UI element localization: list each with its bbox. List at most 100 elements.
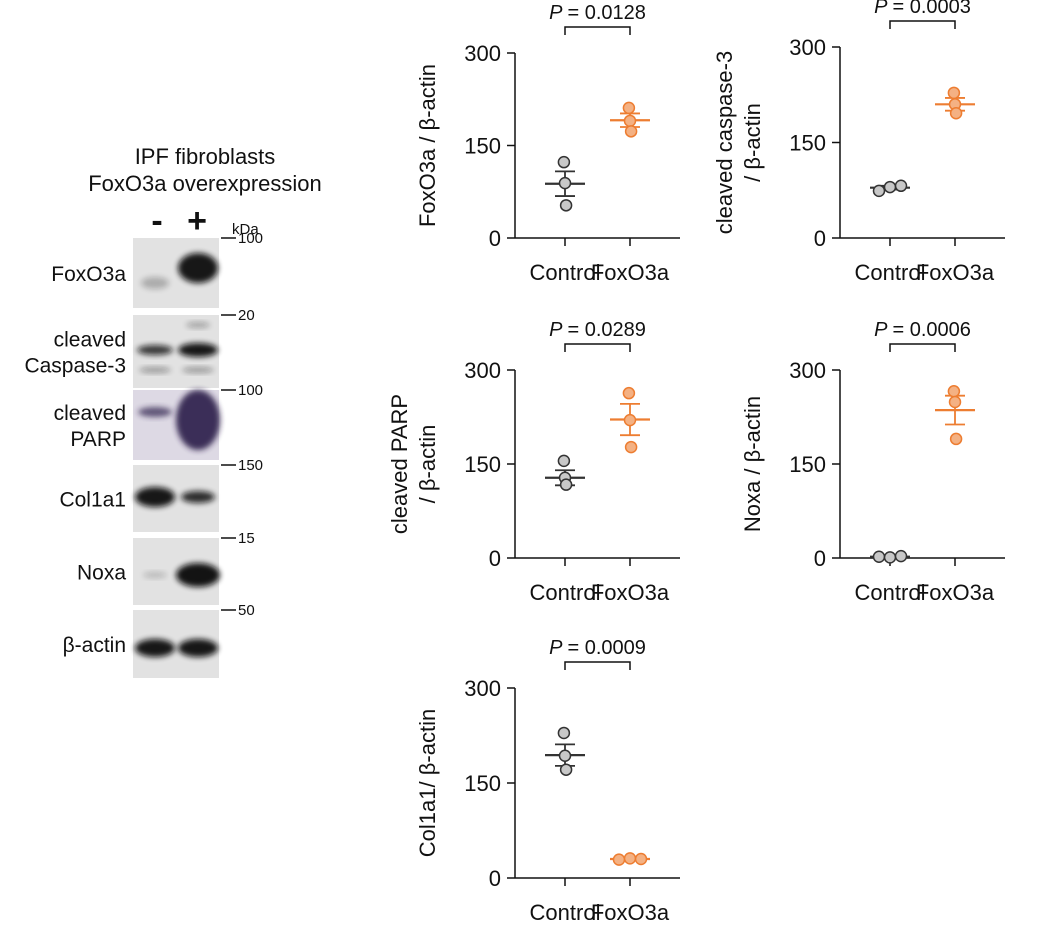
x-tick-label: FoxO3a: [916, 260, 995, 285]
significance-bracket: [889, 343, 956, 352]
data-point: [872, 550, 886, 563]
data-point: [557, 726, 571, 740]
y-tick-label: 0: [814, 546, 826, 571]
blot-band: [139, 367, 171, 373]
y-tick-label: 150: [789, 131, 826, 156]
p-symbol: P: [549, 2, 563, 24]
y-axis-label: cleaved PARP: [387, 394, 412, 534]
data-point: [622, 101, 636, 115]
marker-label: 100: [238, 230, 263, 247]
x-tick-label: Control: [530, 900, 601, 925]
data-point: [624, 440, 638, 454]
y-axis-label: / β-actin: [740, 103, 765, 182]
y-tick-label: 0: [489, 226, 501, 251]
y-tick-label: 300: [464, 41, 501, 66]
data-point: [558, 176, 572, 190]
x-tick-label: FoxO3a: [916, 580, 995, 605]
y-tick-label: 0: [814, 226, 826, 251]
marker-label: 20: [238, 307, 255, 324]
unit-label: kDa: [232, 221, 259, 238]
protein-label: PARP: [70, 428, 126, 451]
protein-label: cleaved: [54, 329, 126, 352]
data-point: [947, 86, 961, 100]
data-point: [949, 432, 963, 446]
x-tick-label: FoxO3a: [591, 260, 670, 285]
y-axis-label: cleaved caspase-3: [712, 51, 737, 234]
p-value: P = 0.0128: [549, 2, 646, 24]
data-point: [558, 749, 572, 763]
blot-band: [181, 491, 215, 503]
protein-label: FoxO3a: [51, 263, 126, 286]
data-point: [622, 386, 636, 400]
marker-label: 15: [238, 530, 255, 547]
blot-band: [178, 639, 218, 657]
p-value: P = 0.0003: [874, 0, 971, 18]
blot-band: [176, 563, 220, 587]
significance-bracket: [889, 20, 956, 29]
data-point: [559, 199, 573, 212]
data-point: [947, 385, 961, 398]
y-tick-label: 150: [464, 452, 501, 477]
data-point: [949, 106, 963, 120]
data-point: [872, 184, 886, 198]
data-point: [894, 549, 908, 563]
x-tick-label: Control: [855, 260, 926, 285]
data-point: [894, 179, 908, 193]
y-axis-label: Noxa / β-actin: [740, 396, 765, 532]
blot-band: [182, 367, 214, 373]
p-text: = 0.0128: [567, 2, 645, 24]
protein-label: Col1a1: [59, 489, 126, 512]
data-point: [624, 125, 638, 138]
data-point: [559, 763, 573, 776]
p-symbol: P: [549, 637, 563, 659]
y-axis-label: Col1a1/ β-actin: [415, 709, 440, 857]
x-tick-label: FoxO3a: [591, 580, 670, 605]
protein-label: β-actin: [63, 634, 126, 657]
x-tick-label: FoxO3a: [591, 900, 670, 925]
protein-label: cleaved: [54, 402, 126, 425]
y-tick-label: 300: [789, 35, 826, 60]
data-point: [559, 478, 573, 491]
data-point: [557, 454, 571, 468]
data-point: [883, 180, 897, 194]
p-text: = 0.0003: [892, 0, 970, 18]
p-text: = 0.0009: [567, 637, 645, 659]
blot-band: [135, 639, 175, 657]
y-tick-label: 300: [789, 358, 826, 383]
data-point: [623, 852, 637, 865]
data-point: [557, 155, 571, 169]
y-tick-label: 150: [464, 771, 501, 796]
blot-band: [135, 487, 175, 507]
y-tick-label: 300: [464, 358, 501, 383]
lane-label: -: [151, 202, 162, 240]
protein-label: Caspase-3: [24, 355, 126, 378]
y-axis-label: / β-actin: [415, 425, 440, 504]
marker-label: 100: [238, 382, 263, 399]
blot-band: [138, 407, 172, 417]
x-tick-label: Control: [530, 260, 601, 285]
blot-band: [176, 390, 220, 450]
blot-band: [186, 322, 210, 328]
protein-label: Noxa: [77, 562, 126, 585]
blot-title: FoxO3a overexpression: [88, 171, 322, 196]
marker-label: 150: [238, 457, 263, 474]
p-text: = 0.0289: [567, 319, 645, 341]
significance-bracket: [564, 661, 631, 670]
significance-bracket: [564, 343, 631, 352]
p-symbol: P: [874, 0, 888, 18]
x-tick-label: Control: [855, 580, 926, 605]
y-tick-label: 150: [789, 452, 826, 477]
significance-bracket: [564, 26, 631, 35]
p-symbol: P: [549, 319, 563, 341]
blot-band: [178, 253, 218, 283]
y-axis-label: FoxO3a / β-actin: [415, 64, 440, 227]
data-point: [623, 114, 637, 128]
